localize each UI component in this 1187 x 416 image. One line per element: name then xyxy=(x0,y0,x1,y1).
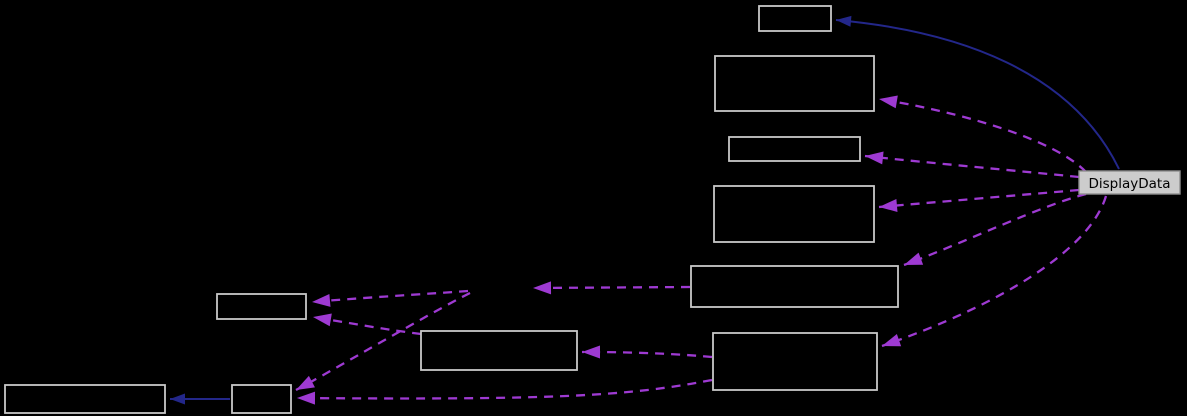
displaydata-node-box[interactable] xyxy=(1078,170,1181,195)
node-right-4[interactable] xyxy=(713,185,875,243)
edge-inheritance-displaydata-to-node-top xyxy=(835,15,1120,170)
edge-usage-hidden-junction-to-node-left-small xyxy=(311,289,469,307)
edge-usage-node-right-5-to-hidden-junction xyxy=(532,281,691,295)
edge-usage-hidden-junction-to-node-bottom-small xyxy=(295,291,471,392)
edge-usage-displaydata-to-node-right-3 xyxy=(864,151,1080,179)
node-right-3[interactable] xyxy=(728,136,861,162)
edge-usage-node-right-6-to-node-mid xyxy=(581,345,713,359)
node-right-6[interactable] xyxy=(712,332,878,391)
edge-usage-displaydata-to-node-right-4 xyxy=(878,188,1080,212)
node-right-2[interactable] xyxy=(714,55,875,112)
edge-usage-displaydata-to-node-right-5 xyxy=(903,192,1087,267)
edge-usage-displaydata-to-node-right-6 xyxy=(881,195,1108,348)
edge-usage-displaydata-to-node-right-2 xyxy=(878,95,1087,173)
node-bottom-left[interactable] xyxy=(4,384,166,414)
node-right-5[interactable] xyxy=(690,265,899,308)
node-top[interactable] xyxy=(758,5,832,32)
label-node-layer: DisplayData xyxy=(1078,170,1181,195)
node-mid[interactable] xyxy=(420,330,578,371)
edge-usage-node-right-6-to-node-bottom-small xyxy=(296,378,713,405)
nodes-layer xyxy=(4,5,899,414)
edge-usage-node-mid-to-node-left-small xyxy=(312,313,422,336)
node-bottom-small[interactable] xyxy=(231,384,292,414)
displaydata-node-label: DisplayData xyxy=(1089,176,1171,192)
node-left-small[interactable] xyxy=(216,293,307,320)
edges-layer xyxy=(170,15,1120,405)
